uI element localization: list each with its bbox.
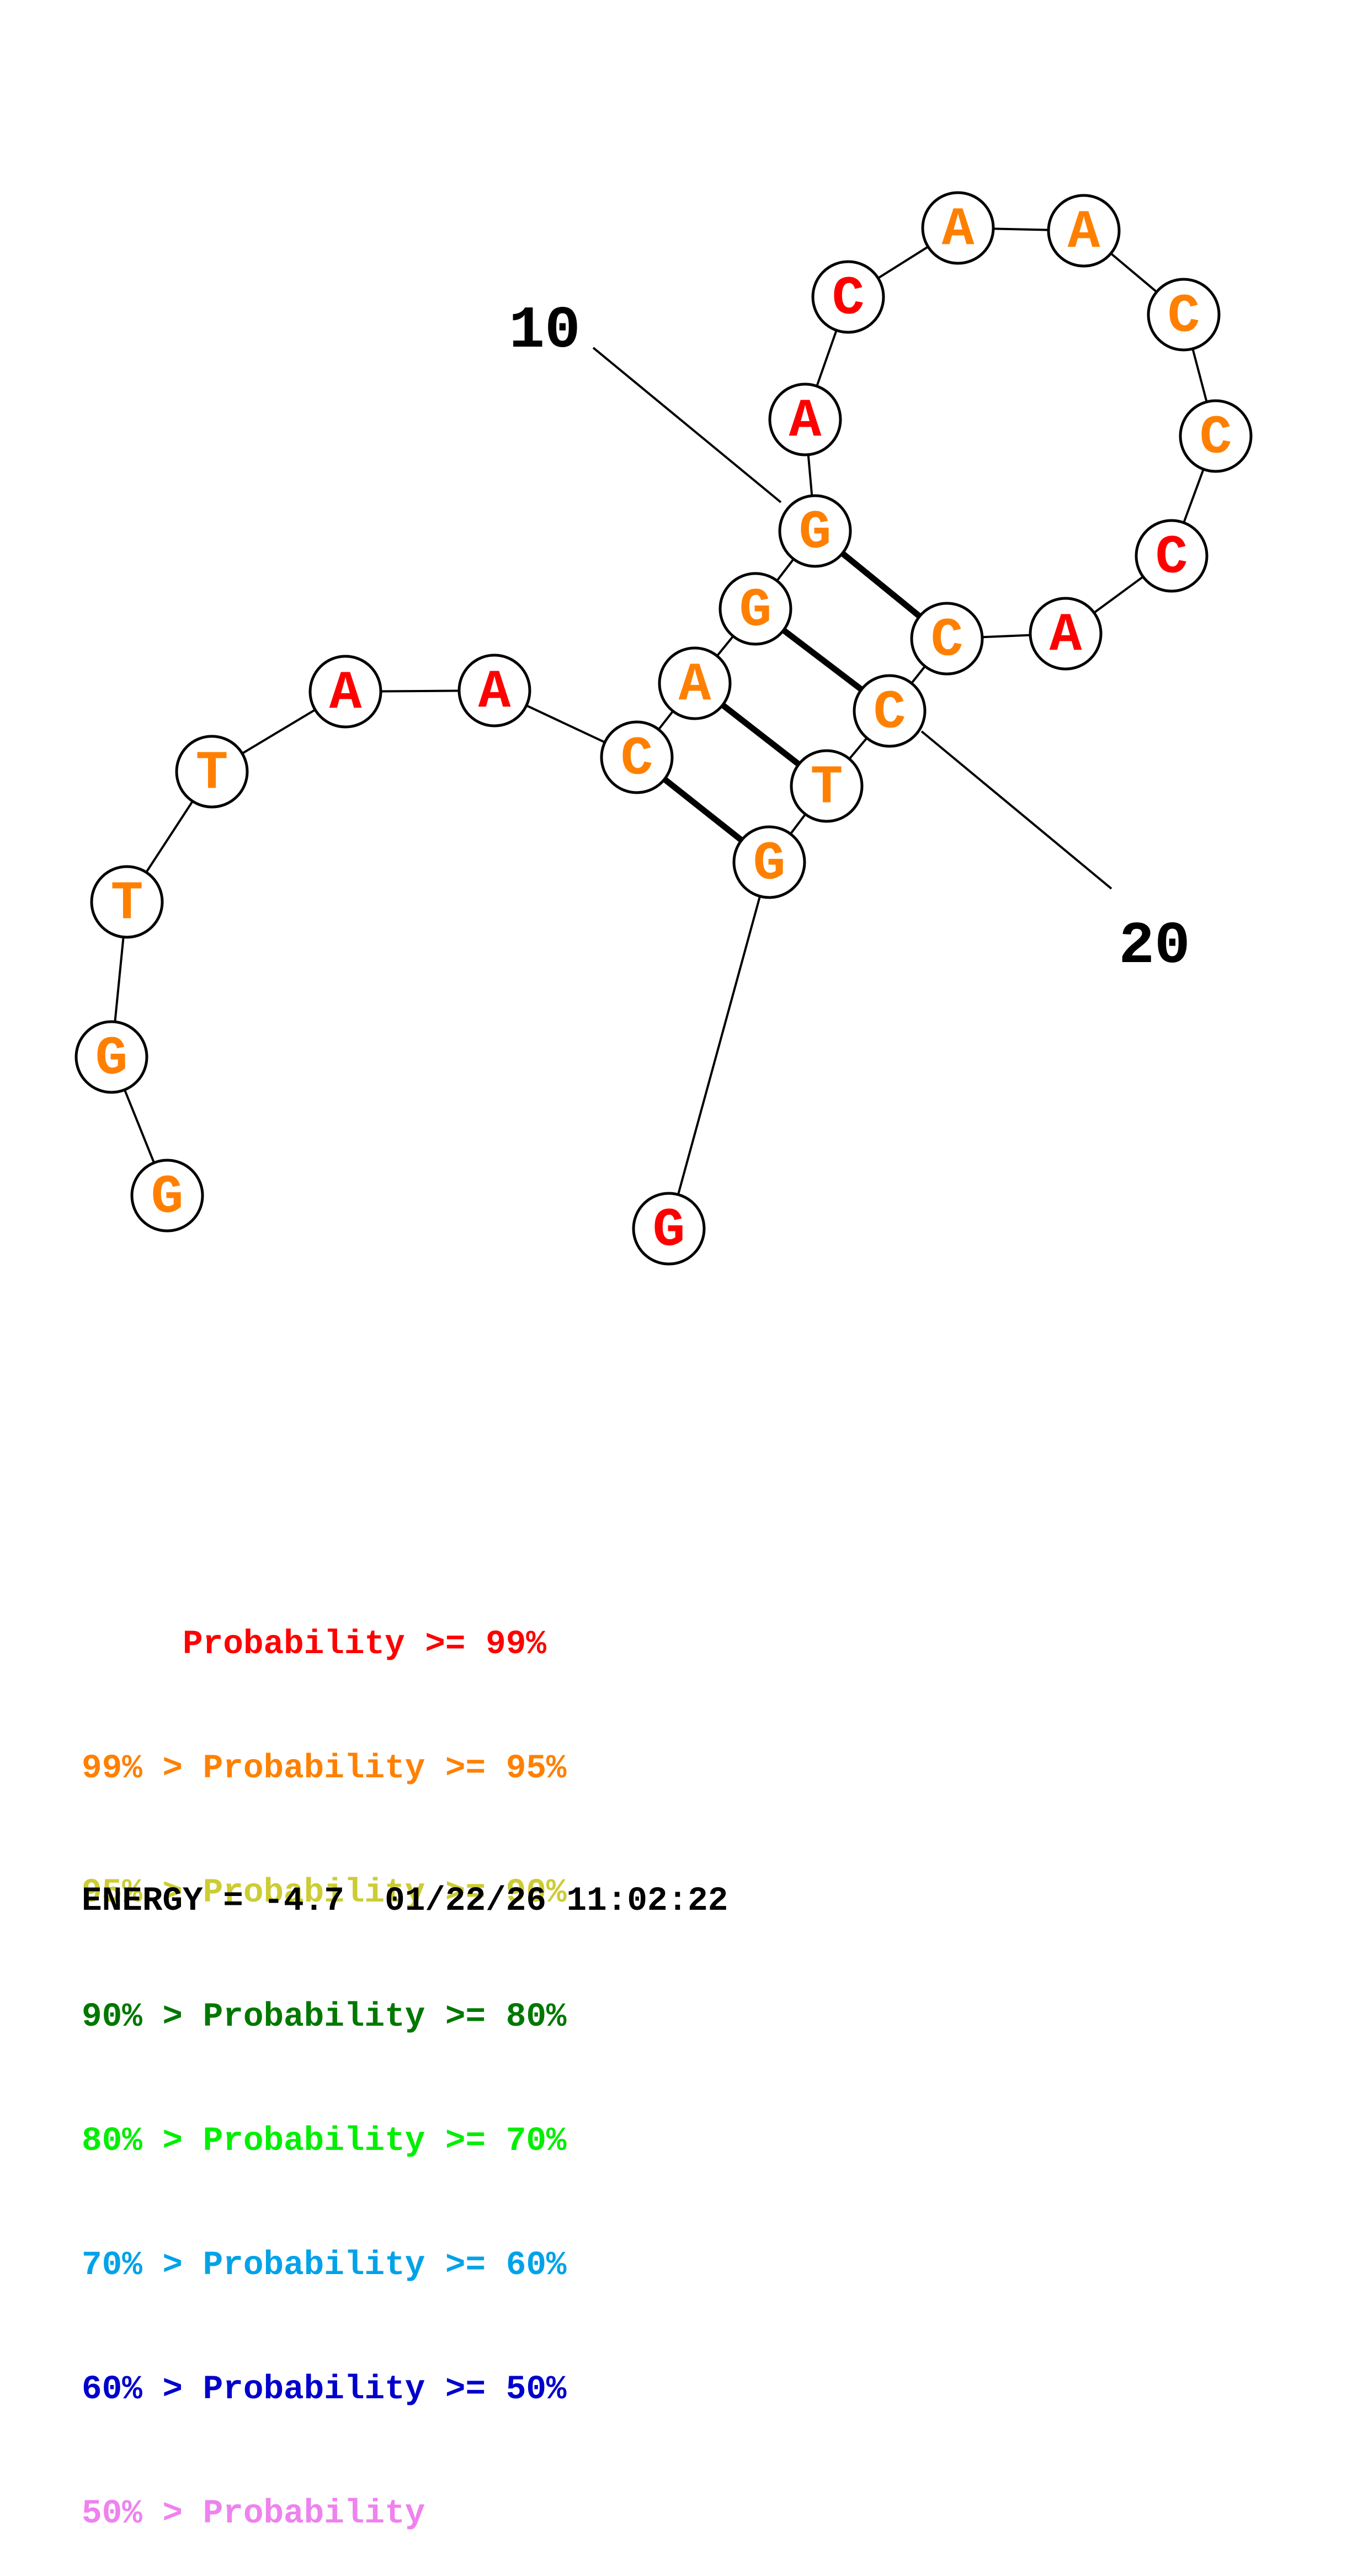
nucleotide-base: G: [151, 1167, 184, 1229]
nucleotide-circle: [910, 602, 984, 676]
nucleotide-circle: [1179, 399, 1253, 473]
nucleotide-base: T: [111, 874, 143, 935]
position-label-leader: [920, 730, 1113, 890]
nucleotide-node: C: [600, 720, 674, 794]
nucleotide-circle: [768, 383, 842, 456]
nucleotide-base: C: [1156, 528, 1188, 589]
nucleotide-node: G: [718, 572, 792, 646]
nucleotide-node: G: [632, 1192, 706, 1266]
nucleotide-circle: [632, 1192, 706, 1266]
nucleotide-base: C: [931, 610, 964, 672]
nucleotide-circle: [175, 735, 249, 809]
legend-row-50: 60% > Probability >= 50%: [82, 2371, 567, 2409]
nucleotide-base: C: [874, 683, 906, 744]
nucleotide-base: A: [1068, 203, 1100, 264]
backbone-link: [668, 862, 770, 1229]
nucleotide-circle: [90, 865, 164, 939]
nucleotide-node: C: [1147, 278, 1221, 352]
legend-row-95: 99% > Probability >= 95%: [82, 1750, 567, 1788]
nucleotide-base: A: [1050, 606, 1082, 667]
nucleotide-base: T: [196, 743, 228, 805]
nucleotide-node: A: [1029, 597, 1103, 671]
nucleotide-node: G: [778, 494, 852, 568]
legend-row-80: 90% > Probability >= 80%: [82, 1998, 567, 2036]
probability-legend: Probability >= 99% 99% > Probability >= …: [82, 1541, 567, 2576]
nucleotide-base: C: [1168, 286, 1200, 348]
nucleotide-node: A: [1047, 194, 1121, 268]
nucleotide-node: T: [90, 865, 164, 939]
nucleotide-circle: [778, 494, 852, 568]
nucleotide-node: A: [658, 646, 732, 720]
energy-footer: ENERGY = -4.7 01/22/26 11:02:22: [82, 1882, 728, 1920]
nucleotide-node: C: [1135, 519, 1209, 593]
nucleotide-circle: [921, 191, 995, 265]
legend-row-90: 95% > Probability >= 90%: [82, 1874, 567, 1912]
nucleotide-circle: [74, 1020, 148, 1094]
nucleotide-node: G: [732, 825, 806, 899]
nucleotide-node: G: [130, 1159, 204, 1233]
position-label: 20: [1119, 913, 1190, 980]
nucleotide-circle: [457, 654, 531, 727]
nucleotide-circle: [600, 720, 674, 794]
nucleotide-node: A: [768, 383, 842, 456]
nucleotide-base: A: [679, 655, 711, 716]
nucleotide-node: C: [811, 260, 885, 334]
nucleotide-node: T: [790, 749, 864, 823]
nucleotide-node: A: [457, 654, 531, 727]
nucleotide-base: G: [799, 503, 832, 564]
position-label-layer: 10 20: [509, 298, 1190, 980]
nucleotide-circle: [790, 749, 864, 823]
nucleotide-base: G: [95, 1029, 128, 1090]
nucleotide-node: G: [74, 1020, 148, 1094]
nucleotide-base: A: [329, 663, 362, 725]
nucleotide-base: C: [832, 269, 865, 330]
nucleotide-base: C: [1200, 408, 1232, 469]
nucleotide-circle: [130, 1159, 204, 1233]
nucleotide-circle: [658, 646, 732, 720]
backbone-layer: [110, 227, 1217, 1229]
nucleotide-node: T: [175, 735, 249, 809]
nucleotide-node: A: [308, 655, 382, 729]
legend-row-70: 80% > Probability >= 70%: [82, 2122, 567, 2160]
legend-row-below50: 50% > Probability: [82, 2495, 425, 2533]
nucleotide-circle: [1047, 194, 1121, 268]
nucleotide-base: T: [811, 758, 843, 819]
nucleotide-circle: [732, 825, 806, 899]
nucleotide-base: A: [942, 200, 975, 261]
nucleotide-base: G: [653, 1201, 685, 1262]
nucleotide-circle: [853, 674, 927, 748]
nucleotide-base: A: [478, 662, 511, 724]
legend-row-99: Probability >= 99%: [82, 1626, 546, 1664]
legend-row-60: 70% > Probability >= 60%: [82, 2246, 567, 2285]
position-label-leader: [592, 347, 782, 503]
position-label: 10: [509, 298, 581, 365]
nucleotide-node: A: [921, 191, 995, 265]
nucleotide-base: C: [621, 729, 653, 790]
nucleotide-base: G: [753, 834, 786, 895]
nucleotide-base: A: [789, 391, 822, 453]
nucleotide-circle: [308, 655, 382, 729]
nucleotide-circle: [1135, 519, 1209, 593]
nucleotide-node: C: [910, 602, 984, 676]
nucleotide-circle: [1029, 597, 1103, 671]
nucleotide-circle: [811, 260, 885, 334]
nucleotide-circle: [1147, 278, 1221, 352]
nucleotide-node: C: [1179, 399, 1253, 473]
nucleotide-node: C: [853, 674, 927, 748]
nucleotide-base: G: [739, 581, 772, 642]
nucleotide-circle: [718, 572, 792, 646]
